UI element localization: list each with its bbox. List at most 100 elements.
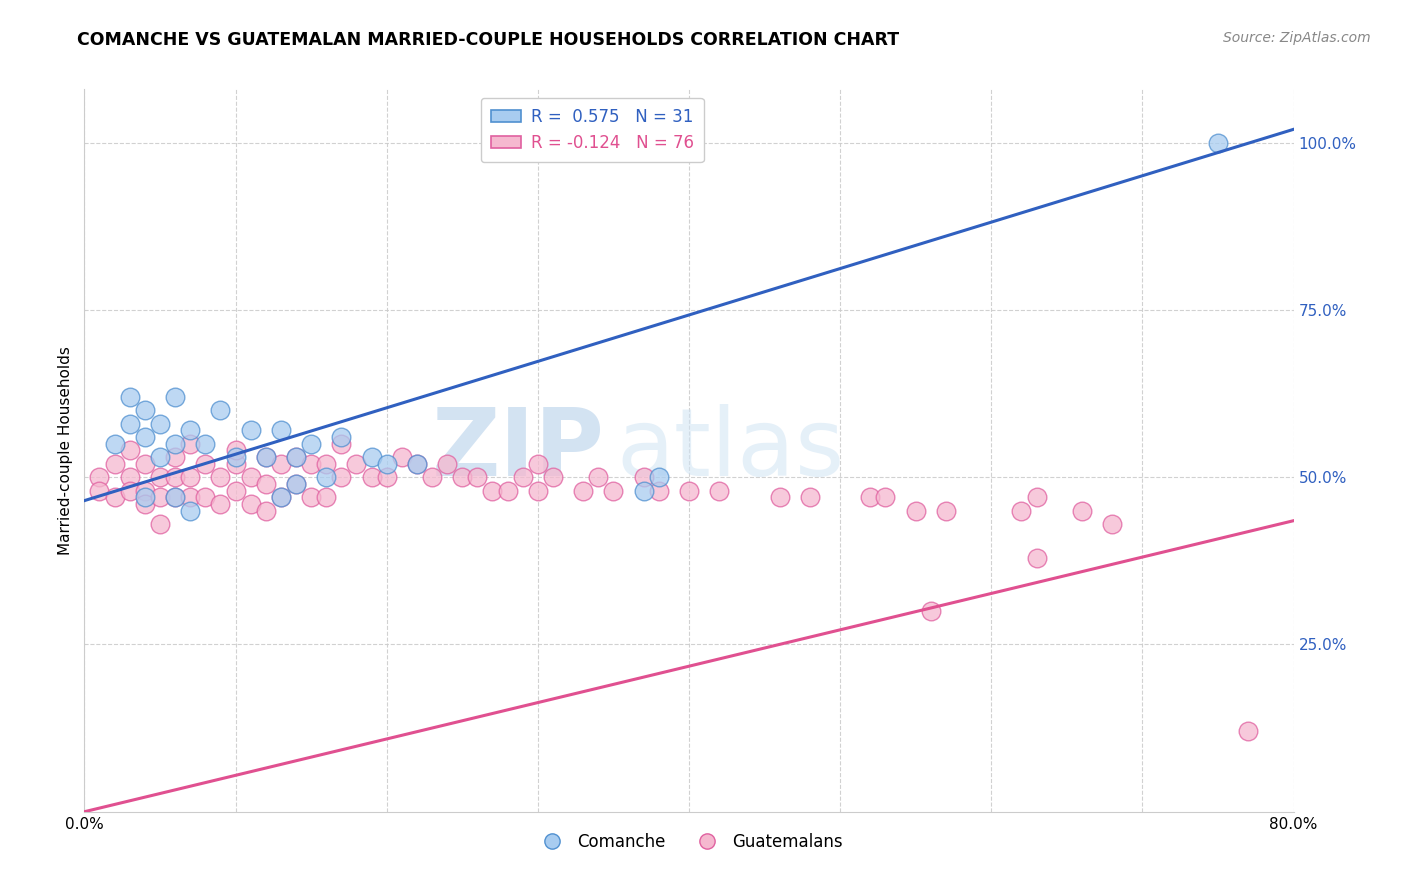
Point — [104, 436, 127, 450]
Point — [1011, 503, 1033, 517]
Point — [315, 491, 337, 505]
Point — [209, 403, 232, 417]
Point — [330, 470, 353, 484]
Legend: Comanche, Guatemalans: Comanche, Guatemalans — [529, 826, 849, 857]
Point — [239, 497, 262, 511]
Point — [149, 417, 172, 431]
Point — [541, 470, 564, 484]
Point — [285, 450, 308, 465]
Point — [165, 491, 187, 505]
Point — [299, 436, 322, 450]
Point — [165, 436, 187, 450]
Point — [920, 604, 942, 618]
Point — [299, 457, 322, 471]
Text: Source: ZipAtlas.com: Source: ZipAtlas.com — [1223, 31, 1371, 45]
Point — [451, 470, 474, 484]
Point — [89, 483, 111, 498]
Point — [709, 483, 731, 498]
Point — [588, 470, 610, 484]
Text: atlas: atlas — [616, 404, 845, 497]
Point — [118, 417, 141, 431]
Point — [179, 503, 201, 517]
Point — [346, 457, 368, 471]
Point — [118, 390, 141, 404]
Point — [254, 503, 277, 517]
Point — [134, 491, 156, 505]
Point — [633, 483, 655, 498]
Point — [209, 470, 232, 484]
Point — [904, 503, 927, 517]
Text: COMANCHE VS GUATEMALAN MARRIED-COUPLE HOUSEHOLDS CORRELATION CHART: COMANCHE VS GUATEMALAN MARRIED-COUPLE HO… — [77, 31, 900, 49]
Text: ZIP: ZIP — [432, 404, 605, 497]
Point — [496, 483, 519, 498]
Point — [799, 491, 821, 505]
Point — [315, 470, 337, 484]
Point — [1206, 136, 1229, 150]
Point — [330, 430, 353, 444]
Point — [1101, 517, 1123, 532]
Point — [149, 450, 172, 465]
Point — [194, 491, 217, 505]
Point — [406, 457, 429, 471]
Point — [270, 491, 292, 505]
Point — [104, 491, 127, 505]
Point — [239, 470, 262, 484]
Point — [225, 450, 247, 465]
Point — [118, 483, 141, 498]
Point — [648, 483, 671, 498]
Point — [165, 470, 187, 484]
Point — [935, 503, 957, 517]
Point — [118, 443, 141, 458]
Point — [1025, 491, 1047, 505]
Point — [165, 450, 187, 465]
Point — [149, 491, 172, 505]
Point — [648, 470, 671, 484]
Point — [481, 483, 503, 498]
Point — [149, 470, 172, 484]
Point — [1071, 503, 1094, 517]
Point — [254, 450, 277, 465]
Point — [254, 450, 277, 465]
Point — [375, 457, 398, 471]
Point — [225, 457, 247, 471]
Point — [572, 483, 595, 498]
Point — [375, 470, 398, 484]
Point — [134, 483, 156, 498]
Point — [527, 483, 550, 498]
Point — [270, 491, 292, 505]
Point — [134, 403, 156, 417]
Y-axis label: Married-couple Households: Married-couple Households — [58, 346, 73, 555]
Point — [360, 470, 382, 484]
Point — [420, 470, 443, 484]
Point — [360, 450, 382, 465]
Point — [165, 390, 187, 404]
Point — [436, 457, 458, 471]
Point — [1025, 550, 1047, 565]
Point — [134, 430, 156, 444]
Point — [179, 470, 201, 484]
Point — [179, 436, 201, 450]
Point — [875, 491, 897, 505]
Point — [512, 470, 534, 484]
Point — [330, 436, 353, 450]
Point — [769, 491, 792, 505]
Point — [1237, 724, 1260, 739]
Point — [859, 491, 882, 505]
Point — [134, 497, 156, 511]
Point — [225, 483, 247, 498]
Point — [194, 436, 217, 450]
Point — [633, 470, 655, 484]
Point — [179, 491, 201, 505]
Point — [239, 424, 262, 438]
Point — [406, 457, 429, 471]
Point — [179, 424, 201, 438]
Point — [391, 450, 413, 465]
Point — [225, 443, 247, 458]
Point — [209, 497, 232, 511]
Point — [285, 476, 308, 491]
Point — [602, 483, 624, 498]
Point — [299, 491, 322, 505]
Point — [104, 457, 127, 471]
Point — [254, 476, 277, 491]
Point — [527, 457, 550, 471]
